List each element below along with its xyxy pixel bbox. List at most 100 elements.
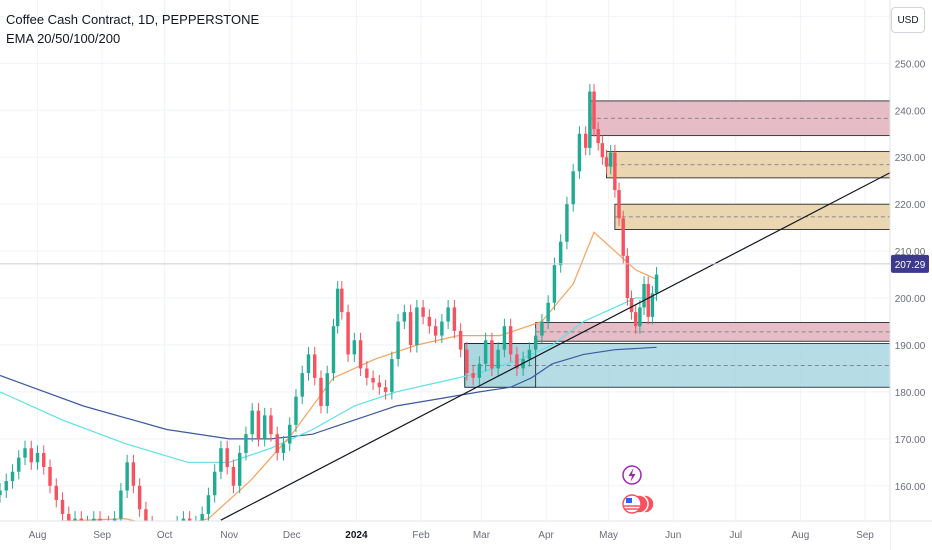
candle-69 <box>427 309 432 334</box>
candle-4 <box>23 440 27 466</box>
economic-event-flags-icon[interactable] <box>622 494 655 514</box>
candle-97 <box>596 121 600 151</box>
y-tick-label-4: 200.00 <box>895 294 926 305</box>
candle-78 <box>483 332 488 372</box>
y-tick-label-5: 210.00 <box>895 247 926 258</box>
candles-layer <box>0 84 659 545</box>
candle-106 <box>633 304 638 334</box>
candle-60 <box>371 370 375 391</box>
x-tick-label-3: Nov <box>220 530 238 541</box>
candle-35 <box>219 440 223 480</box>
x-tick-label-7: Mar <box>473 530 491 541</box>
candle-38 <box>237 445 242 494</box>
candle-0 <box>0 482 2 503</box>
candle-5 <box>29 440 33 470</box>
time-axis-panel[interactable] <box>0 521 890 550</box>
candle-10 <box>60 492 65 522</box>
candle-88 <box>546 295 550 330</box>
candle-36 <box>225 440 229 475</box>
candle-64 <box>396 314 400 367</box>
candle-83 <box>515 346 519 376</box>
candle-62 <box>383 379 388 400</box>
x-tick-label-11: Jul <box>729 530 742 541</box>
candle-45 <box>281 436 286 461</box>
candle-99 <box>604 149 609 175</box>
chart-legend: Coffee Cash Contract, 1D, PEPPERSTONE EM… <box>6 10 259 48</box>
y-tick-label-6: 220.00 <box>895 200 926 211</box>
trendline[interactable] <box>220 172 891 521</box>
candle-8 <box>48 459 52 494</box>
candle-74 <box>458 323 463 358</box>
candle-52 <box>325 365 329 414</box>
candle-19 <box>119 482 123 527</box>
candle-70 <box>433 318 438 344</box>
grid-layer <box>0 0 890 521</box>
candle-110 <box>650 285 655 325</box>
x-tick-label-13: Sep <box>856 530 874 541</box>
indicator-label: EMA 20/50/100/200 <box>6 31 121 46</box>
candle-101 <box>613 145 617 198</box>
candle-100 <box>608 145 613 175</box>
candle-85 <box>527 342 532 367</box>
candle-76 <box>471 365 475 386</box>
candle-58 <box>358 332 363 376</box>
candle-21 <box>131 454 136 494</box>
candle-54 <box>335 281 340 334</box>
candle-89 <box>552 257 557 311</box>
x-tick-label-10: Jun <box>665 530 681 541</box>
y-tick-label-1: 170.00 <box>895 435 926 446</box>
candle-81 <box>502 318 507 358</box>
ema-50-line <box>0 297 657 463</box>
candle-57 <box>352 332 357 362</box>
candle-50 <box>313 346 317 386</box>
candle-63 <box>390 351 394 400</box>
candle-96 <box>592 84 596 137</box>
x-tick-label-2: Oct <box>157 530 173 541</box>
candle-91 <box>565 196 569 250</box>
candle-72 <box>446 299 450 330</box>
last-price-layer: 207.29 <box>0 254 929 273</box>
candle-75 <box>465 342 469 381</box>
candle-51 <box>319 370 323 414</box>
candle-53 <box>331 318 336 381</box>
price-axis-panel[interactable] <box>890 0 932 550</box>
candle-68 <box>421 299 425 325</box>
x-tick-label-0: Aug <box>29 530 47 541</box>
candle-73 <box>452 299 457 339</box>
x-tick-label-9: May <box>599 530 618 541</box>
candle-80 <box>496 342 500 376</box>
candle-65 <box>402 304 407 330</box>
candle-61 <box>377 375 382 395</box>
x-tick-labels: Aug Sep Oct Nov Dec 2024 Feb Mar Apr May Jun Jul Aug… <box>29 530 875 541</box>
y-tick-label-8: 240.00 <box>895 106 926 117</box>
x-tick-label-12: Aug <box>791 530 809 541</box>
candle-55 <box>340 281 344 320</box>
candle-111 <box>654 267 659 301</box>
candle-92 <box>571 163 575 212</box>
candle-90 <box>558 234 563 273</box>
candle-109 <box>646 276 650 325</box>
candle-22 <box>137 478 142 517</box>
candle-93 <box>577 126 582 179</box>
candle-40 <box>250 403 254 442</box>
candle-42 <box>262 407 267 447</box>
candle-87 <box>540 314 544 344</box>
y-tick-label-9: 250.00 <box>895 59 926 70</box>
candle-79 <box>490 332 494 376</box>
candle-94 <box>583 126 588 156</box>
candle-6 <box>35 445 40 470</box>
candle-67 <box>415 299 419 353</box>
lightning-icon <box>628 468 636 482</box>
candle-3 <box>17 450 21 480</box>
candle-66 <box>408 304 413 353</box>
candle-39 <box>244 426 248 461</box>
candle-105 <box>629 290 634 320</box>
candle-7 <box>42 445 46 475</box>
currency-button[interactable]: USD <box>891 7 925 33</box>
candle-34 <box>212 464 217 503</box>
candle-59 <box>365 360 369 386</box>
candle-41 <box>256 403 261 447</box>
candle-44 <box>275 426 279 461</box>
